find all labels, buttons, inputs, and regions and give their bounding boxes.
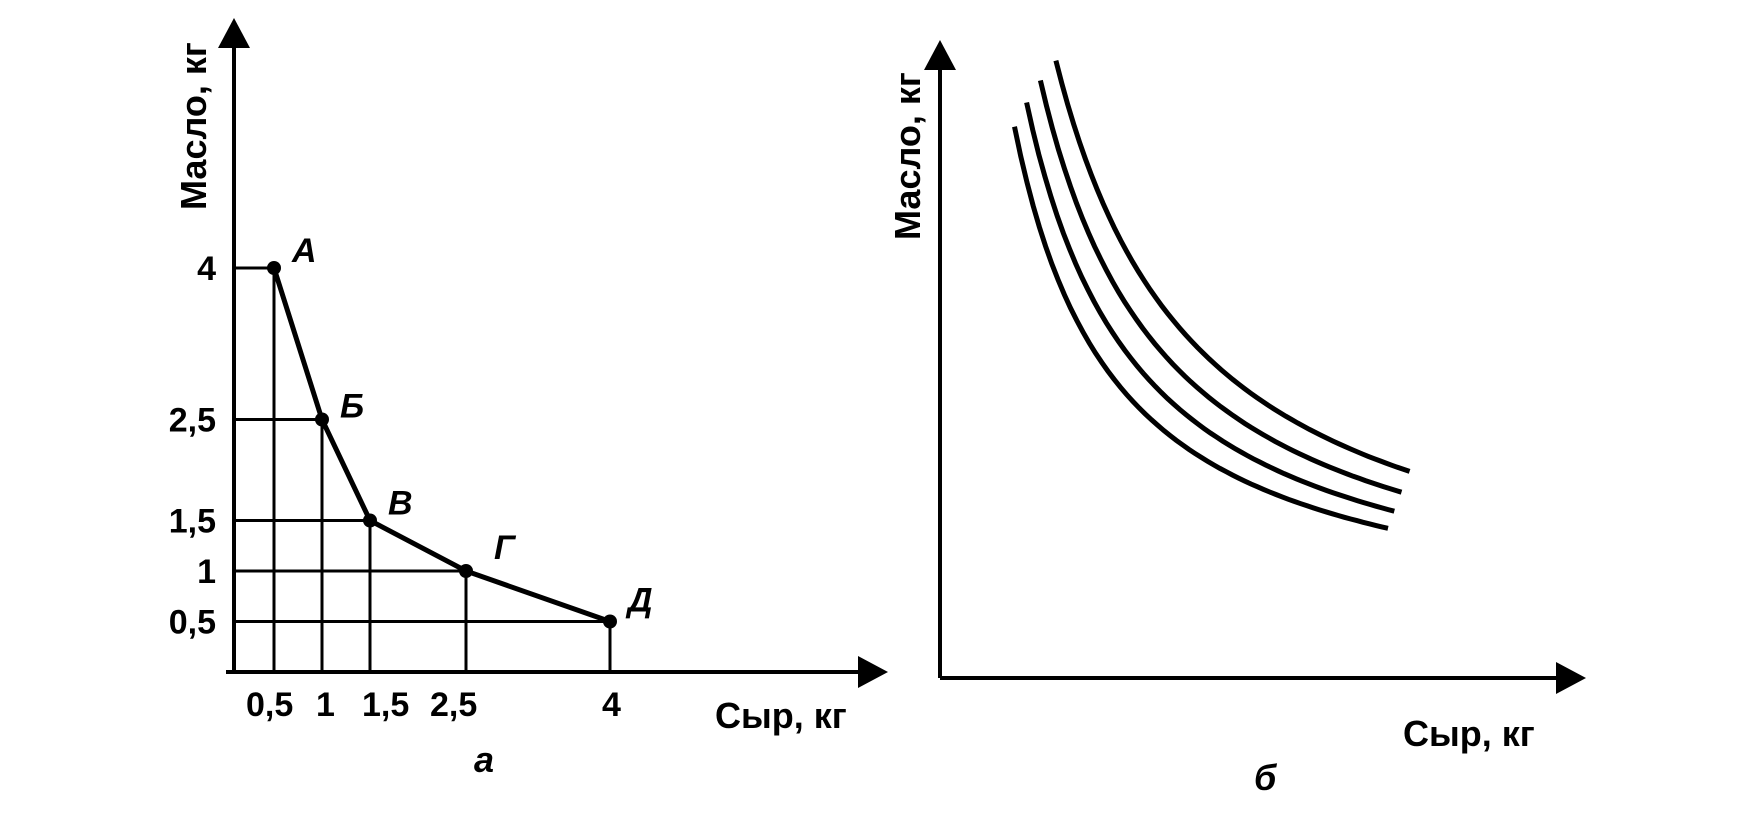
chart-a: А Б В Г Д 0,5 1 1,5 2,5 4 0,5 1 1,5 2,5 4 Сыр, кг Ма… xyxy=(169,18,888,780)
chart-b: Сыр, кг Масло, кг б xyxy=(887,40,1586,798)
chart-b-panel-label: б xyxy=(1254,757,1278,798)
chart-b-indifference-curve xyxy=(1024,101,1395,514)
chart-a-point-label: В xyxy=(388,485,413,523)
chart-a-point-labels: А Б В Г Д xyxy=(291,232,653,620)
chart-a-x-tick-label: 4 xyxy=(602,686,621,724)
chart-a-y-tick-label: 1 xyxy=(197,553,216,591)
chart-a-y-ticks: 0,5 1 1,5 2,5 4 xyxy=(169,250,216,642)
chart-a-point xyxy=(315,412,329,427)
chart-a-x-arrow xyxy=(858,656,888,688)
chart-a-point-label: А xyxy=(291,232,317,270)
chart-a-point-label: Д xyxy=(625,582,653,620)
chart-a-point xyxy=(459,564,473,578)
chart-a-grid xyxy=(234,266,612,672)
chart-a-y-axis-title: Масло, кг xyxy=(173,42,214,210)
chart-b-indifference-curve xyxy=(1012,126,1389,531)
chart-a-x-ticks: 0,5 1 1,5 2,5 4 xyxy=(246,686,621,724)
chart-a-x-tick-label: 2,5 xyxy=(430,686,477,724)
chart-b-indifference-curve xyxy=(1053,59,1411,474)
chart-b-x-arrow xyxy=(1556,662,1586,694)
chart-a-y-arrow xyxy=(218,18,250,48)
chart-b-curves xyxy=(1012,59,1411,531)
chart-a-point-label: Б xyxy=(340,388,364,426)
chart-a-x-tick-label: 1,5 xyxy=(362,686,409,724)
chart-b-indifference-curve xyxy=(1037,79,1403,495)
chart-a-point xyxy=(267,261,281,275)
chart-a-line xyxy=(271,267,611,624)
chart-a-y-tick-label: 0,5 xyxy=(169,604,216,642)
chart-a-x-tick-label: 1 xyxy=(316,686,335,724)
chart-a-point xyxy=(603,614,617,629)
chart-a-y-tick-label: 1,5 xyxy=(169,503,216,541)
chart-a-point xyxy=(363,513,377,528)
chart-b-x-axis-title: Сыр, кг xyxy=(1403,713,1535,754)
chart-a-x-tick-label: 0,5 xyxy=(246,686,293,724)
chart-a-x-axis-title: Сыр, кг xyxy=(715,695,847,736)
chart-b-y-arrow xyxy=(924,40,956,70)
chart-a-y-tick-label: 4 xyxy=(197,250,216,288)
chart-b-y-axis-title: Масло, кг xyxy=(887,72,928,240)
chart-a-points xyxy=(267,261,617,629)
chart-a-panel-label: а xyxy=(474,739,494,780)
chart-a-point-label: Г xyxy=(494,529,517,567)
chart-a-y-tick-label: 2,5 xyxy=(169,402,216,440)
